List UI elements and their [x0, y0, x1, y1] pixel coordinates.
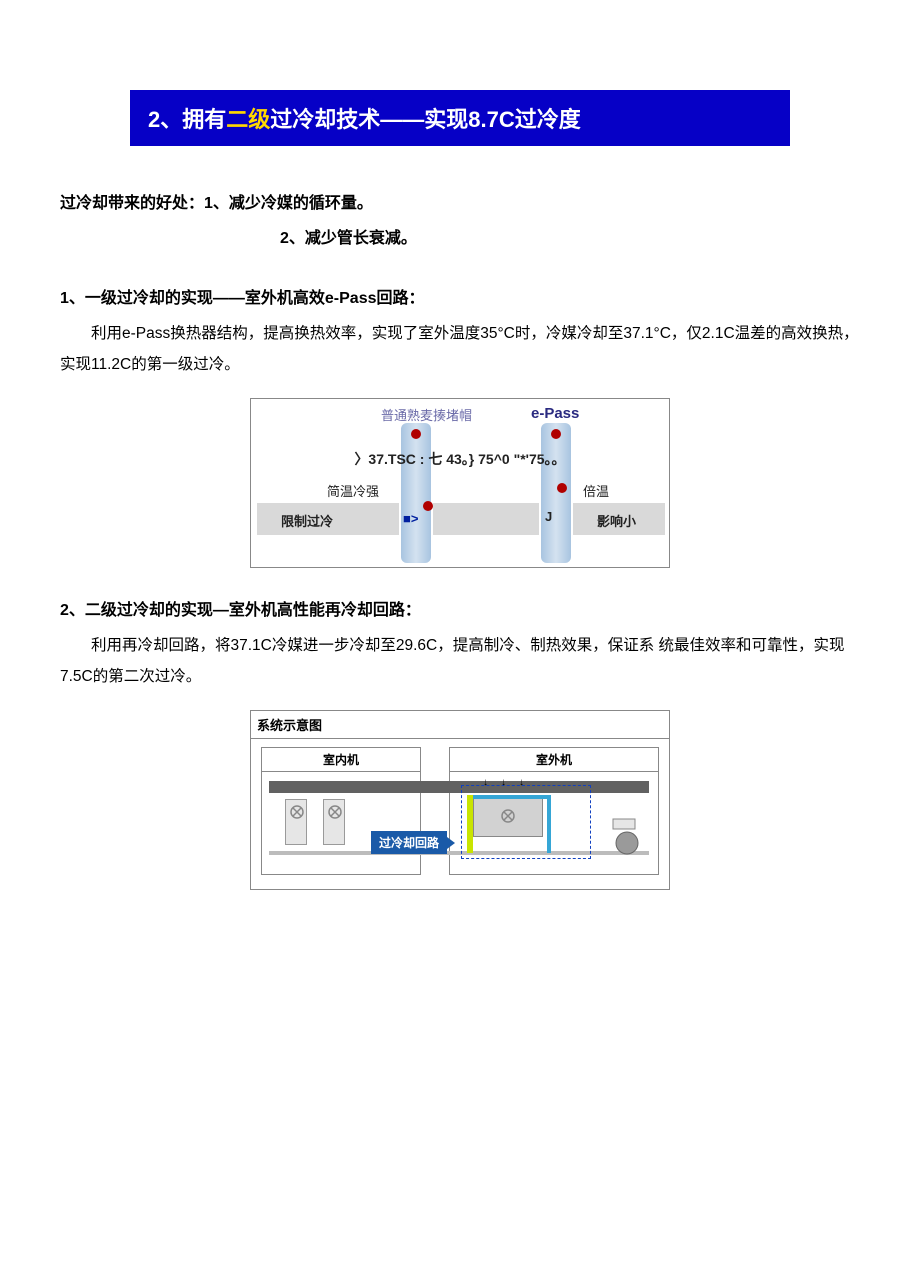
- d2-subcool-badge: 过冷却回路: [371, 831, 447, 854]
- d2-compressor-icon: [611, 817, 643, 855]
- diagram-epass: 普通熟麦揍堵帽 e-Pass 〉37.TSC : 七 43。} 75^0 "*'…: [250, 398, 670, 568]
- d1-knob-icon: [551, 429, 561, 439]
- d2-indoor-label: 室内机: [262, 748, 420, 772]
- d1-knob-icon: [423, 501, 433, 511]
- title-prefix: 2、拥有: [148, 107, 226, 132]
- section2-heading: 2、二级过冷却的实现—室外机高性能再冷却回路：: [60, 596, 860, 620]
- d1-knob-icon: [411, 429, 421, 439]
- d1-j-mark: J: [545, 509, 552, 524]
- d1-knob-icon: [557, 483, 567, 493]
- d1-label-epass: e-Pass: [531, 405, 579, 422]
- section2-body: 利用再冷却回路，将37.1C冷媒进一步冷却至29.6C，提高制冷、制热效果，保证…: [60, 630, 860, 692]
- benefit-line-1: 过冷却带来的好处：1、减少冷媒的循环量。: [60, 186, 860, 221]
- d1-right-mid: 倍温: [583, 481, 609, 500]
- section1-body: 利用e-Pass换热器结构，提高换热效率，实现了室外温度35°C时，冷媒冷却至3…: [60, 318, 860, 380]
- section1-heading: 1、一级过冷却的实现——室外机高效e-Pass回路：: [60, 284, 860, 308]
- d2-title: 系统示意图: [251, 711, 669, 739]
- d2-blue-pipe-v: [547, 795, 551, 853]
- d2-blue-pipe-h: [473, 795, 549, 799]
- benefit-lead: 过冷却带来的好处：: [60, 195, 204, 212]
- d2-return-pipe: [269, 851, 649, 855]
- d1-mid-row: 〉37.TSC : 七 43。} 75^0 "*'75。。: [251, 449, 669, 469]
- d1-left-mid: 简温冷强: [327, 481, 379, 500]
- d2-body: 室内机 室外机 ↓ ↓ ↓ 过冷却回路: [251, 739, 669, 889]
- title-suffix: 过冷却技术——实现8.7C过冷度: [270, 107, 580, 132]
- d2-hex-icon: [473, 795, 543, 837]
- d1-column-right: [541, 423, 571, 563]
- d1-band-left-text: 限制过冷: [281, 511, 333, 530]
- d1-band-right-text: 影响小: [597, 511, 636, 530]
- d1-square-mark: ■>: [403, 511, 418, 526]
- d1-label-normal: 普通熟麦揍堵帽: [381, 405, 472, 424]
- title-highlight: 二级: [226, 107, 270, 132]
- d2-main-pipe: [269, 781, 649, 793]
- d1-band-mid: [433, 503, 539, 535]
- diagram-system: 系统示意图 室内机 室外机 ↓ ↓ ↓: [250, 710, 670, 890]
- benefit-item-2: 2、减少管长衰减。: [280, 230, 417, 247]
- benefit-item-1: 1、减少冷媒的循环量。: [204, 195, 373, 212]
- benefits-block: 过冷却带来的好处：1、减少冷媒的循环量。 2、减少管长衰减。: [60, 186, 860, 256]
- d2-indoor-unit-icon: [285, 799, 307, 845]
- benefit-line-2: 2、减少管长衰减。: [60, 221, 860, 256]
- section-title-bar: 2、拥有二级过冷却技术——实现8.7C过冷度: [130, 90, 790, 146]
- d2-indoor-unit-icon: [323, 799, 345, 845]
- arrow-down-icon: ↓: [483, 777, 488, 788]
- arrow-down-icon: ↓: [519, 777, 524, 788]
- arrow-down-icon: ↓: [501, 777, 506, 788]
- d2-outdoor-label: 室外机: [450, 748, 658, 772]
- d1-column-left: [401, 423, 431, 563]
